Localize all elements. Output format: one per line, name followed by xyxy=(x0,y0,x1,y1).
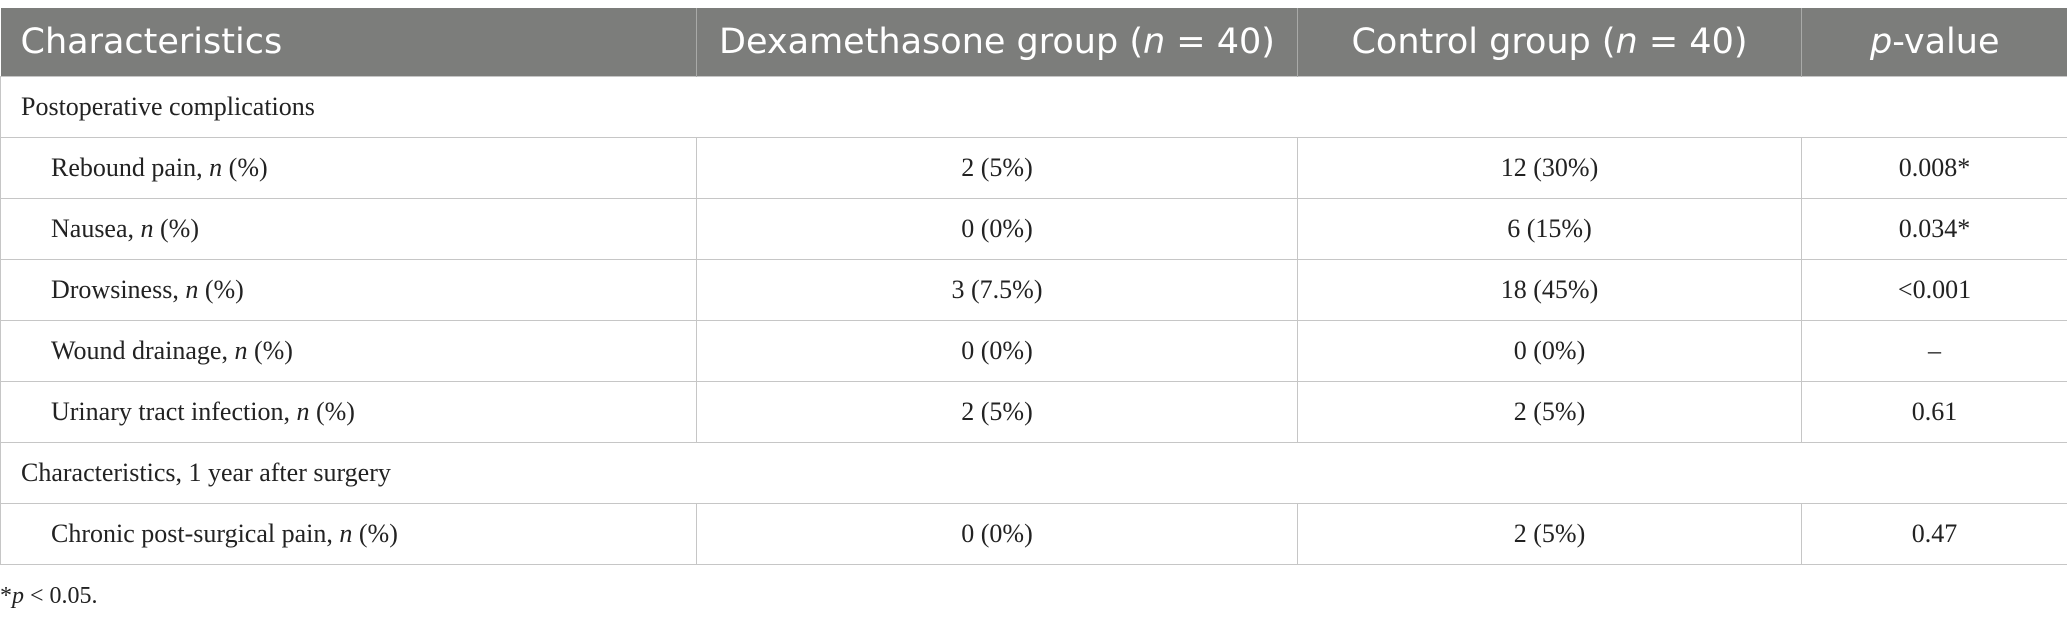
cell-p-value: 0.61 xyxy=(1801,381,2067,443)
cell-control: 0 (0%) xyxy=(1297,320,1802,382)
header-control-group: Control group (n = 40) xyxy=(1297,8,1802,77)
row-label: Rebound pain, n (%) xyxy=(0,137,697,199)
cell-p-value: 0.034* xyxy=(1801,198,2067,260)
cell-p-value: <0.001 xyxy=(1801,259,2067,321)
row-label: Chronic post-surgical pain, n (%) xyxy=(0,503,697,565)
row-label: Drowsiness, n (%) xyxy=(0,259,697,321)
cell-p-value: 0.008* xyxy=(1801,137,2067,199)
cell-p-value: – xyxy=(1801,320,2067,382)
table-row: Urinary tract infection, n (%) 2 (5%) 2 (5… xyxy=(0,381,2067,443)
cell-p-value: 0.47 xyxy=(1801,503,2067,565)
table-row: Chronic post-surgical pain, n (%) 0 (0%) 2… xyxy=(0,503,2067,565)
table-row: Nausea, n (%) 0 (0%) 6 (15%) 0.034* xyxy=(0,198,2067,260)
cell-control: 2 (5%) xyxy=(1297,503,1802,565)
header-dexamethasone-group: Dexamethasone group (n = 40) xyxy=(696,8,1298,77)
table-row: Drowsiness, n (%) 3 (7.5%) 18 (45%) <0.001 xyxy=(0,259,2067,321)
row-label: Nausea, n (%) xyxy=(0,198,697,260)
cell-dexamethasone: 2 (5%) xyxy=(696,137,1298,199)
header-p-value: p-value xyxy=(1801,8,2067,77)
cell-dexamethasone: 2 (5%) xyxy=(696,381,1298,443)
results-table: Characteristics Dexamethasone group (n =… xyxy=(0,8,2067,565)
cell-dexamethasone: 0 (0%) xyxy=(696,198,1298,260)
table-header: Characteristics Dexamethasone group (n =… xyxy=(0,8,2067,77)
section-row: Characteristics, 1 year after surgery xyxy=(0,442,2067,504)
section-row: Postoperative complications xyxy=(0,76,2067,138)
cell-dexamethasone: 0 (0%) xyxy=(696,320,1298,382)
header-row: Characteristics Dexamethasone group (n =… xyxy=(0,8,2067,77)
cell-control: 18 (45%) xyxy=(1297,259,1802,321)
row-label: Wound drainage, n (%) xyxy=(0,320,697,382)
cell-dexamethasone: 0 (0%) xyxy=(696,503,1298,565)
header-characteristics: Characteristics xyxy=(0,8,697,77)
table-row: Rebound pain, n (%) 2 (5%) 12 (30%) 0.008* xyxy=(0,137,2067,199)
cell-dexamethasone: 3 (7.5%) xyxy=(696,259,1298,321)
row-label: Urinary tract infection, n (%) xyxy=(0,381,697,443)
cell-control: 6 (15%) xyxy=(1297,198,1802,260)
table-row: Wound drainage, n (%) 0 (0%) 0 (0%) – xyxy=(0,320,2067,382)
table-body: Postoperative complications Rebound pain,… xyxy=(0,76,2067,565)
section-title: Characteristics, 1 year after surgery xyxy=(0,442,2067,504)
cell-control: 12 (30%) xyxy=(1297,137,1802,199)
footnote: *p < 0.05. xyxy=(0,583,98,609)
section-title: Postoperative complications xyxy=(0,76,2067,138)
cell-control: 2 (5%) xyxy=(1297,381,1802,443)
